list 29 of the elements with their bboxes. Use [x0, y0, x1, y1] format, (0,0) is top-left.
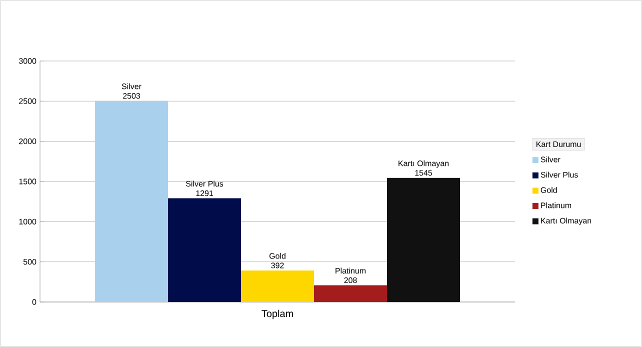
- y-tick-label: 1500: [19, 178, 36, 184]
- data-label: 392: [271, 262, 284, 268]
- data-label: 2503: [123, 93, 140, 99]
- legend-label: Gold: [540, 187, 557, 193]
- data-label: 208: [344, 277, 357, 284]
- text: Silver: [122, 83, 142, 90]
- text: Silver Plus: [186, 180, 224, 187]
- y-tick-label: 2500: [19, 98, 36, 104]
- bar: [387, 178, 460, 302]
- bar: [168, 198, 242, 302]
- text: Kartı Olmayan: [398, 160, 449, 168]
- legend-title: Kart Durumu: [536, 141, 581, 148]
- bar: [241, 270, 314, 302]
- data-label: 1291: [196, 190, 214, 196]
- y-tick-label: 3000: [18, 58, 36, 64]
- legend-label: Silver Plus: [540, 172, 578, 178]
- y-tick-label: 500: [23, 258, 36, 265]
- x-tick-label: Toplam: [262, 310, 293, 320]
- data-label: 1545: [415, 170, 432, 176]
- legend-label: Kartı Olmayan: [541, 218, 592, 226]
- legend-label: Silver: [540, 156, 560, 162]
- y-tick-label: 2000: [19, 138, 36, 144]
- text: Platinum: [336, 268, 366, 274]
- y-tick-label: 0: [32, 299, 36, 305]
- bar: [314, 285, 388, 302]
- bar: [95, 100, 168, 302]
- y-tick-label: 1000: [19, 218, 36, 224]
- legend-label: Platinum: [541, 202, 572, 208]
- text: Gold: [269, 252, 286, 259]
